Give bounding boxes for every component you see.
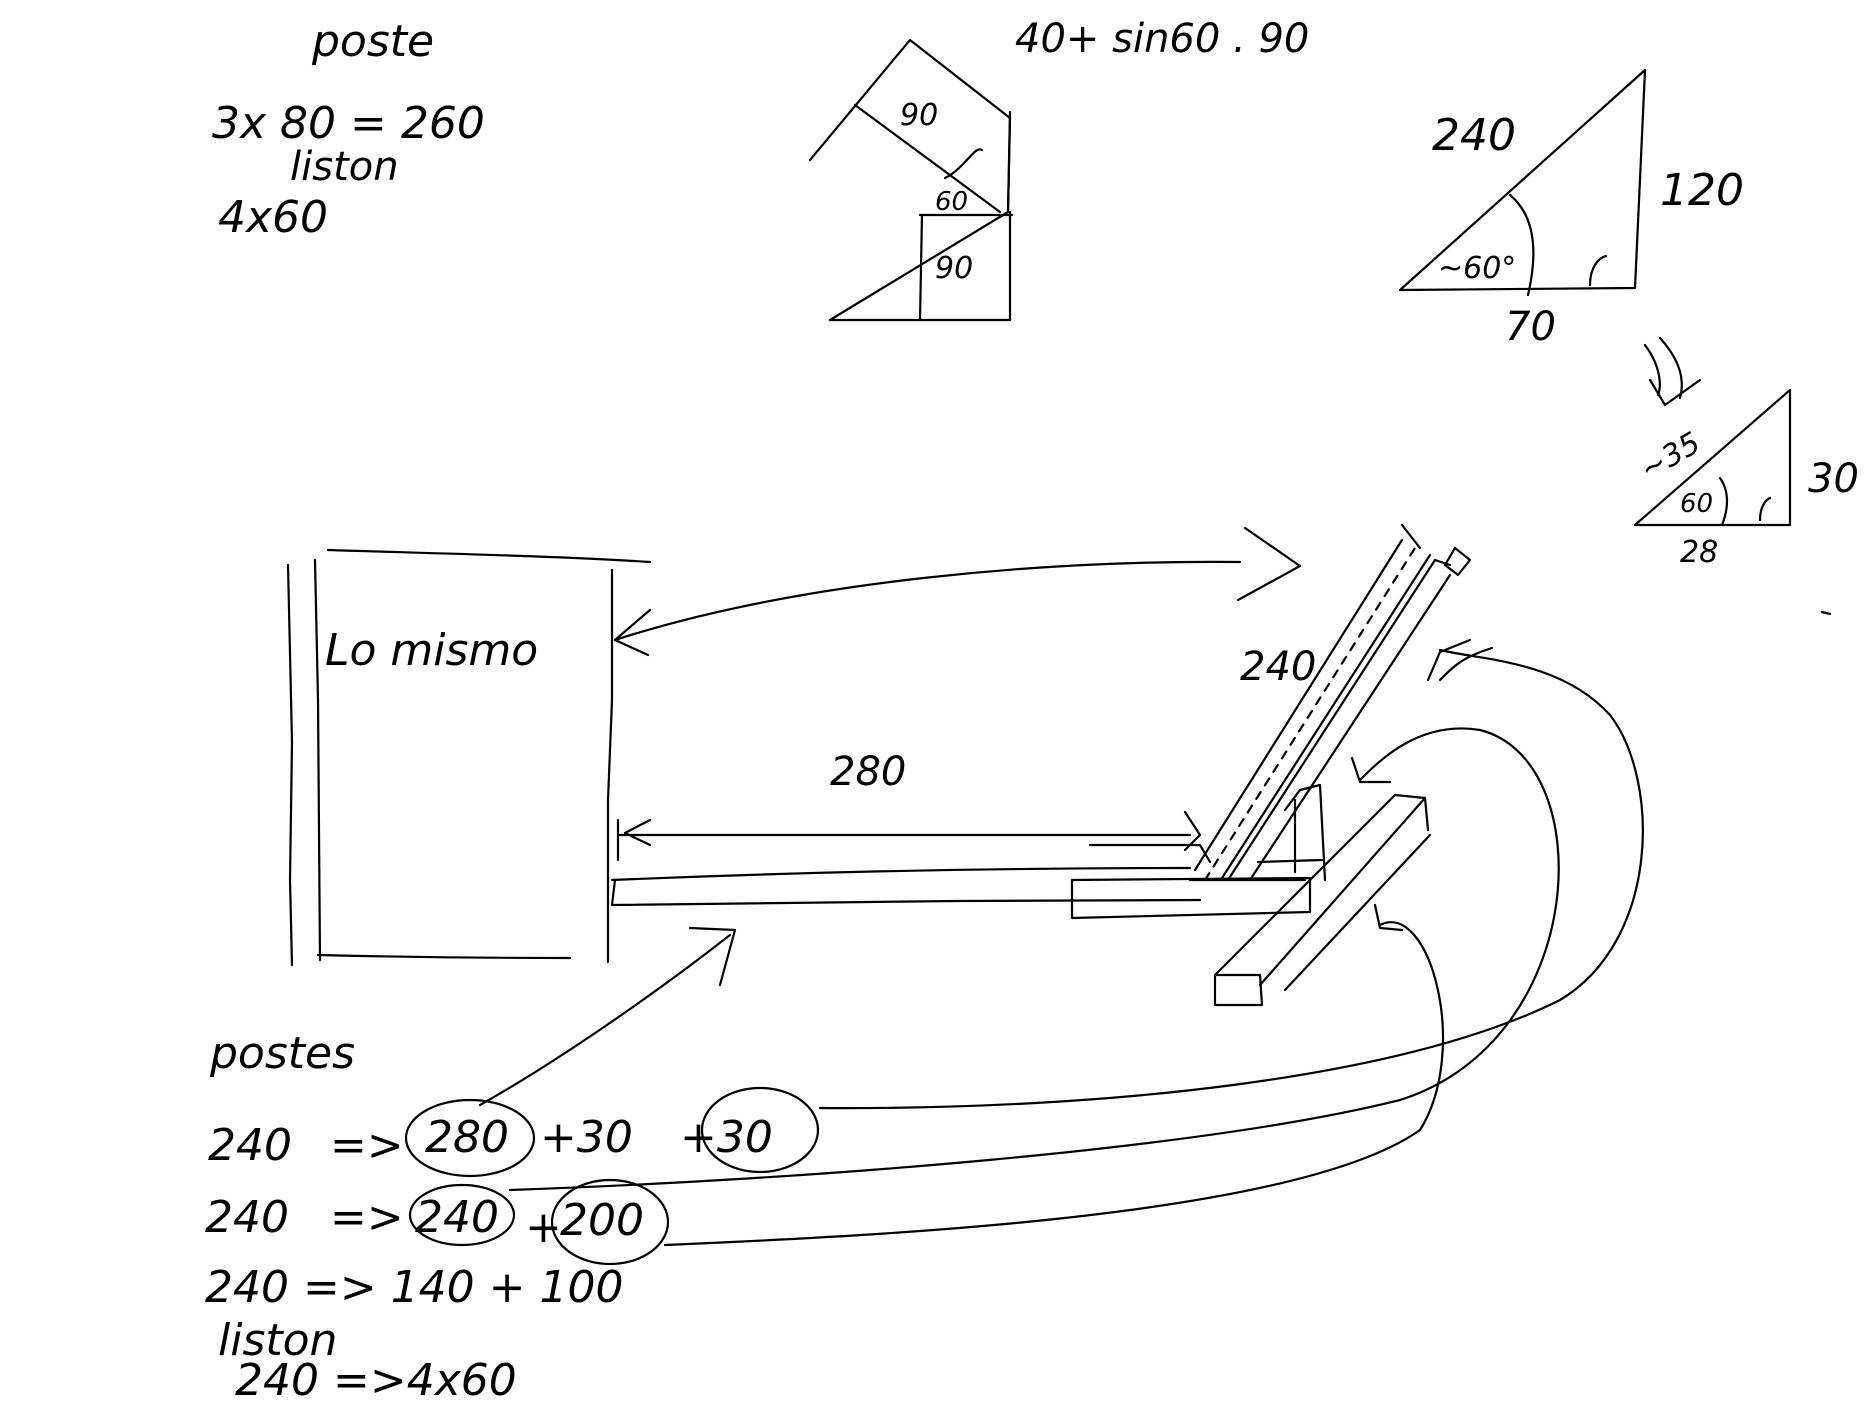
line2-arrow: => <box>330 1192 404 1243</box>
line1-arrow: => <box>330 1120 404 1171</box>
tri1-angle: ~60° <box>1438 251 1516 286</box>
liston-label: liston <box>290 144 399 190</box>
tri1-side: 120 <box>1660 165 1744 216</box>
postes-title: postes <box>209 1028 355 1079</box>
line1-total: 240 <box>208 1120 292 1171</box>
formula-text: 40+ sin60 . 90 <box>1015 16 1309 62</box>
arrow-280-to-beam <box>478 926 737 1107</box>
tri1-base: 70 <box>1505 304 1556 350</box>
tri2-angle: 60 <box>1680 489 1713 519</box>
beam-horizontal <box>610 810 1202 907</box>
circle-30 <box>700 1086 820 1174</box>
corner-90-top: 90 <box>900 98 938 133</box>
beam-brace <box>1213 793 1432 1007</box>
lo-mismo-text: Lo mismo <box>325 625 538 676</box>
circle-280 <box>404 1098 536 1178</box>
line2-part-b: 200 <box>560 1195 644 1246</box>
liston-calc: 4x60 <box>218 192 328 243</box>
poste-calc: 3x 80 = 260 <box>212 98 485 149</box>
dim-240: 240 <box>1240 644 1316 690</box>
arrow-200-to-support <box>663 903 1445 1247</box>
arrow-box-to-beam <box>613 526 1302 657</box>
line1-part-b: +30 <box>540 1112 633 1163</box>
line2-total: 240 <box>205 1192 289 1243</box>
postes-line-2: 240 => 240 + 200 <box>205 1178 670 1266</box>
lo-mismo-box <box>286 548 652 967</box>
postes-line-4: 240 =>4x60 <box>235 1355 517 1404</box>
beam-support <box>1256 783 1327 882</box>
tri2-base: 28 <box>1680 535 1718 570</box>
corner-joint-diagram <box>808 38 1014 322</box>
stray-mark <box>1820 610 1832 616</box>
down-arrow-icon <box>1643 336 1702 407</box>
postes-line-1: 240 => 280 +30 +30 <box>208 1086 820 1178</box>
triangle-large <box>1398 68 1647 297</box>
line2-plus: + <box>525 1202 562 1253</box>
beam-diagonal <box>1193 523 1472 882</box>
beam-block-right <box>1070 843 1312 920</box>
arrow-30-to-diagonal <box>818 638 1644 1110</box>
poste-title: poste <box>311 16 434 67</box>
tri1-hyp: 240 <box>1432 110 1516 161</box>
line1-part-c: +30 <box>680 1112 773 1163</box>
line2-part-a: 240 <box>415 1192 499 1243</box>
arrow-240-to-brace <box>508 727 1560 1192</box>
postes-line-3: 240 => 140 + 100 <box>205 1262 624 1313</box>
tri2-side: 30 <box>1808 456 1859 502</box>
circle-200 <box>550 1178 670 1266</box>
circle-240 <box>408 1183 516 1247</box>
corner-90-bottom: 90 <box>935 251 973 286</box>
line1-part-a: 280 <box>425 1112 509 1163</box>
dim-280: 280 <box>830 749 906 795</box>
triangle-small <box>1633 388 1792 527</box>
corner-60: 60 <box>935 187 968 217</box>
liston2-label: liston <box>218 1315 337 1366</box>
tri2-hyp: ~35 <box>1634 426 1706 488</box>
